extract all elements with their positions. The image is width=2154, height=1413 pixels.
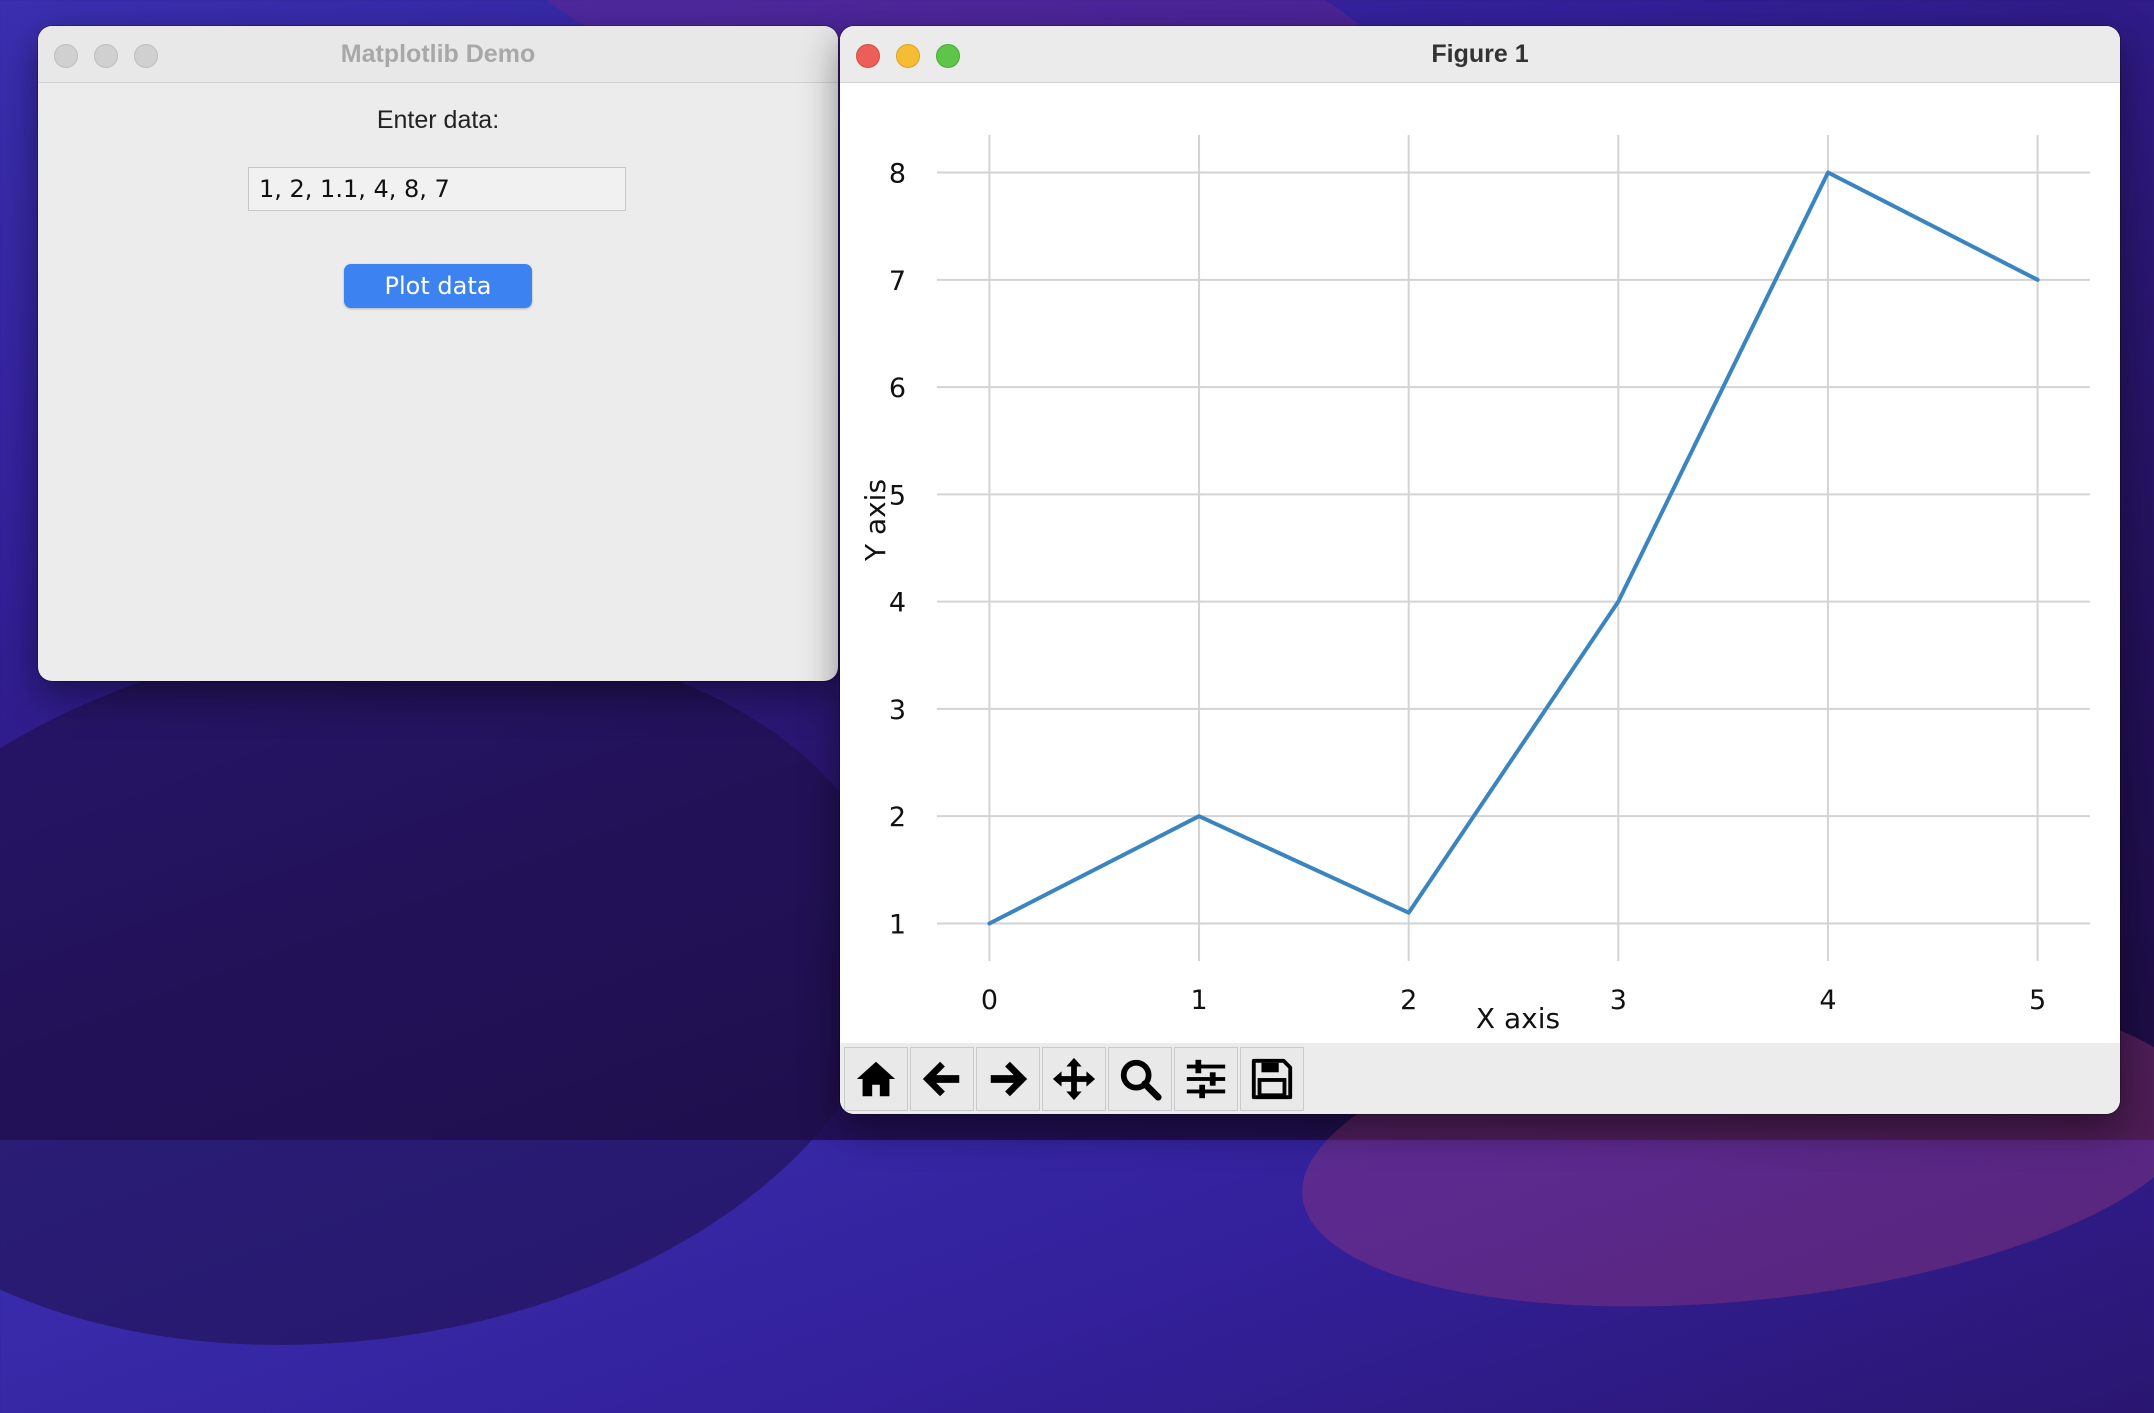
y-tick-label: 2 — [889, 802, 906, 833]
save-floppy-icon — [1251, 1058, 1293, 1099]
save-button[interactable] — [1240, 1046, 1304, 1111]
x-tick-label: 3 — [1610, 985, 1627, 1016]
x-axis-label: X axis — [1476, 1002, 1560, 1035]
pan-button[interactable] — [1042, 1046, 1106, 1111]
demo-titlebar[interactable]: Matplotlib Demo — [38, 26, 838, 83]
back-arrow-icon — [922, 1061, 960, 1096]
forward-button[interactable] — [976, 1046, 1040, 1111]
x-tick-label: 0 — [981, 985, 998, 1016]
y-tick-label: 5 — [889, 480, 906, 511]
y-tick-label: 8 — [889, 159, 906, 190]
y-tick-label: 4 — [889, 588, 906, 619]
forward-arrow-icon — [990, 1061, 1028, 1096]
navigation-toolbar — [840, 1043, 2120, 1114]
x-tick-label: 2 — [1400, 985, 1417, 1016]
x-tick-label: 1 — [1190, 985, 1207, 1016]
y-axis-label: Y axis — [859, 479, 892, 562]
zoom-button[interactable] — [134, 44, 158, 68]
demo-window: Matplotlib Demo Enter data: Plot data — [38, 26, 838, 681]
line-chart: 0 1 2 3 4 5 1 2 3 4 5 6 7 8 X axis Y axis — [859, 135, 2090, 1035]
y-tick-label: 3 — [889, 695, 906, 726]
close-button[interactable] — [54, 44, 78, 68]
data-prompt-label: Enter data: — [376, 106, 500, 134]
minimize-button[interactable] — [896, 44, 920, 68]
chart-ticks: 0 1 2 3 4 5 1 2 3 4 5 6 7 8 — [889, 159, 2046, 1016]
back-button[interactable] — [910, 1046, 974, 1111]
x-tick-label: 4 — [1819, 985, 1836, 1016]
chart-series — [987, 170, 2040, 926]
x-tick-label: 5 — [2029, 985, 2046, 1016]
window-controls — [856, 44, 960, 68]
data-input[interactable] — [248, 167, 626, 211]
window-title: Matplotlib Demo — [340, 40, 536, 68]
home-icon — [856, 1061, 896, 1096]
figure-window: Figure 1 0 1 2 3 4 5 1 2 3 4 5 6 7 8 X axis Y axis — [840, 26, 2120, 1114]
window-title: Figure 1 — [1431, 40, 1529, 68]
zoom-magnifier-icon — [1120, 1059, 1162, 1101]
y-tick-label: 6 — [889, 373, 906, 404]
close-button[interactable] — [856, 44, 880, 68]
y-tick-label: 7 — [889, 266, 906, 297]
home-button[interactable] — [844, 1046, 908, 1111]
y-tick-label: 1 — [889, 909, 906, 940]
zoom-button[interactable] — [936, 44, 960, 68]
chart-grid — [937, 135, 2090, 961]
wallpaper-shape — [0, 566, 944, 1413]
figure-titlebar[interactable]: Figure 1 — [840, 26, 2120, 83]
plot-data-button[interactable]: Plot data — [344, 264, 532, 308]
window-controls — [54, 44, 158, 68]
configure-subplots-button[interactable] — [1174, 1046, 1238, 1111]
data-series-line — [987, 170, 2040, 926]
zoom-button-toolbar[interactable] — [1108, 1046, 1172, 1111]
configure-subplots-icon — [1186, 1059, 1226, 1098]
pan-move-icon — [1052, 1057, 1096, 1100]
minimize-button[interactable] — [94, 44, 118, 68]
